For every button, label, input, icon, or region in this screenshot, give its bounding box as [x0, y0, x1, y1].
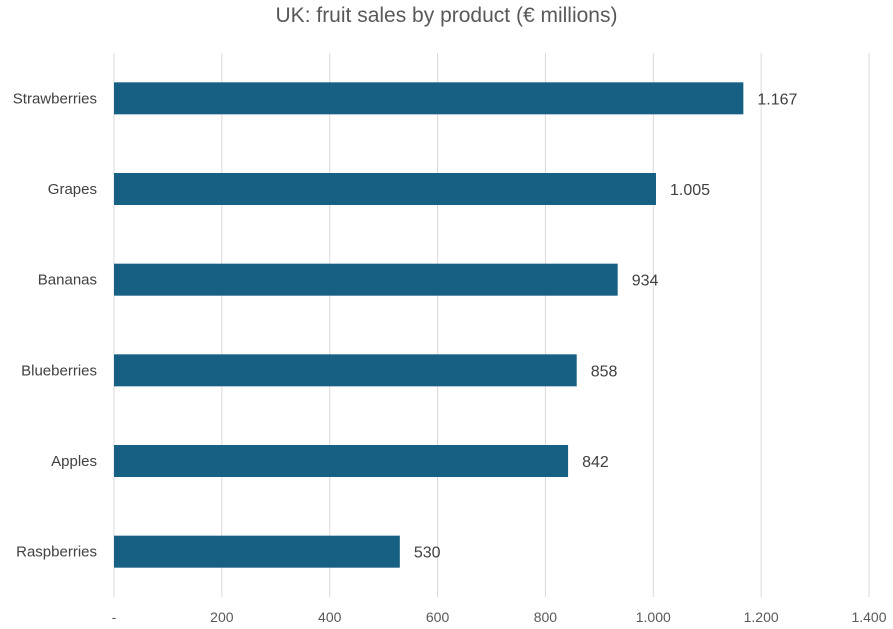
- bar-strawberries: [114, 82, 744, 115]
- bar-grapes: [114, 173, 656, 205]
- category-label: Bananas: [38, 272, 97, 289]
- category-label: Blueberries: [21, 362, 97, 379]
- value-axis: - 200 400 600 800 1.000 1.200 1.400: [112, 609, 887, 625]
- bar-blueberries: [114, 354, 577, 387]
- data-label: 1.005: [670, 182, 710, 199]
- chart-title: UK: fruit sales by product (€ millions): [275, 4, 618, 27]
- bar-apples: [114, 445, 569, 477]
- category-label: Grapes: [48, 181, 97, 198]
- data-label: 530: [414, 545, 441, 562]
- category-axis: Strawberries Grapes Bananas Blueberries Appl…: [13, 90, 97, 560]
- category-label: Raspberries: [16, 544, 97, 561]
- data-label: 934: [632, 273, 659, 290]
- x-tick-label: 1.200: [744, 609, 779, 625]
- data-labels: 1.167 1.005 934 858 842 530: [414, 91, 798, 561]
- data-label: 858: [591, 363, 618, 380]
- x-tick-label: 600: [426, 609, 450, 625]
- bar-raspberries: [114, 535, 400, 568]
- category-label: Apples: [51, 453, 97, 470]
- x-tick-label: 200: [210, 609, 234, 625]
- data-label: 842: [582, 454, 609, 471]
- category-label: Strawberries: [13, 90, 97, 107]
- gridlines: [113, 53, 870, 597]
- x-tick-label: 1.400: [851, 609, 886, 625]
- x-tick-label: 800: [534, 609, 558, 625]
- x-tick-label: 1.000: [636, 609, 671, 625]
- data-label: 1.167: [757, 91, 797, 108]
- x-tick-label: 400: [318, 609, 342, 625]
- bar-bananas: [114, 263, 618, 296]
- x-tick-label: -: [112, 609, 117, 625]
- bars: [114, 82, 744, 568]
